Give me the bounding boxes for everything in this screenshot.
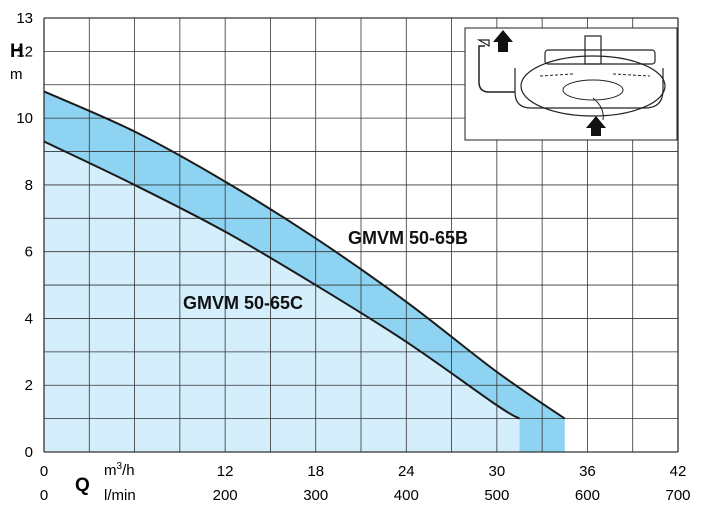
- x-tick-label-m3h: 18: [307, 463, 324, 480]
- curve-gmvm-50-65b: [43, 90, 566, 420]
- series-label-gmvm-50-65b: GMVM 50-65B: [348, 228, 468, 248]
- x-tick-label-lmin: 0: [40, 487, 48, 504]
- area-under-gmvm-50-65c: [44, 141, 520, 452]
- y-tick-label: 2: [25, 377, 33, 394]
- y-tick-label: 4: [25, 310, 33, 327]
- y-tick-label: 0: [25, 444, 33, 461]
- x-tick-label-lmin: 700: [665, 487, 690, 504]
- x-tick-label-lmin: 600: [575, 487, 600, 504]
- y-tick-label: 12: [16, 43, 33, 60]
- x-tick-label-lmin: 400: [394, 487, 419, 504]
- x-tick-label-m3h: 12: [217, 463, 234, 480]
- performance-curves: [43, 90, 566, 420]
- x-tick-label-m3h: 0: [40, 463, 48, 480]
- y-tick-label: 8: [25, 177, 33, 194]
- y-tick-labels: 0 2 4 6 8 10 12 13: [16, 10, 33, 461]
- x-tick-label-m3h: 30: [489, 463, 506, 480]
- y-axis-unit: m: [10, 66, 23, 83]
- curve-fills: [44, 91, 565, 452]
- curve-gmvm-50-65c: [43, 140, 521, 420]
- x-tick-labels: 0 12 18 24 30 36 42 0 200 300 400 500 600 700: [40, 463, 691, 504]
- y-tick-label: 13: [16, 10, 33, 27]
- band-gmvm-50-65b-to-c: [44, 91, 565, 452]
- pump-diagram-icon: [464, 27, 678, 141]
- x-tick-label-m3h: 36: [579, 463, 596, 480]
- x-tick-label-m3h: 42: [670, 463, 687, 480]
- x-axis-unit-secondary: l/min: [104, 487, 136, 504]
- y-tick-label: 10: [16, 110, 33, 127]
- x-axis-unit-primary: m3/h: [104, 461, 135, 479]
- x-tick-label-lmin: 500: [484, 487, 509, 504]
- x-axis-symbol: Q: [75, 475, 90, 496]
- y-tick-label: 6: [25, 244, 33, 261]
- x-tick-label-lmin: 300: [303, 487, 328, 504]
- x-tick-label-m3h: 24: [398, 463, 415, 480]
- y-axis-symbol: H: [10, 41, 24, 62]
- series-label-gmvm-50-65c: GMVM 50-65C: [183, 293, 303, 313]
- x-tick-label-lmin: 200: [213, 487, 238, 504]
